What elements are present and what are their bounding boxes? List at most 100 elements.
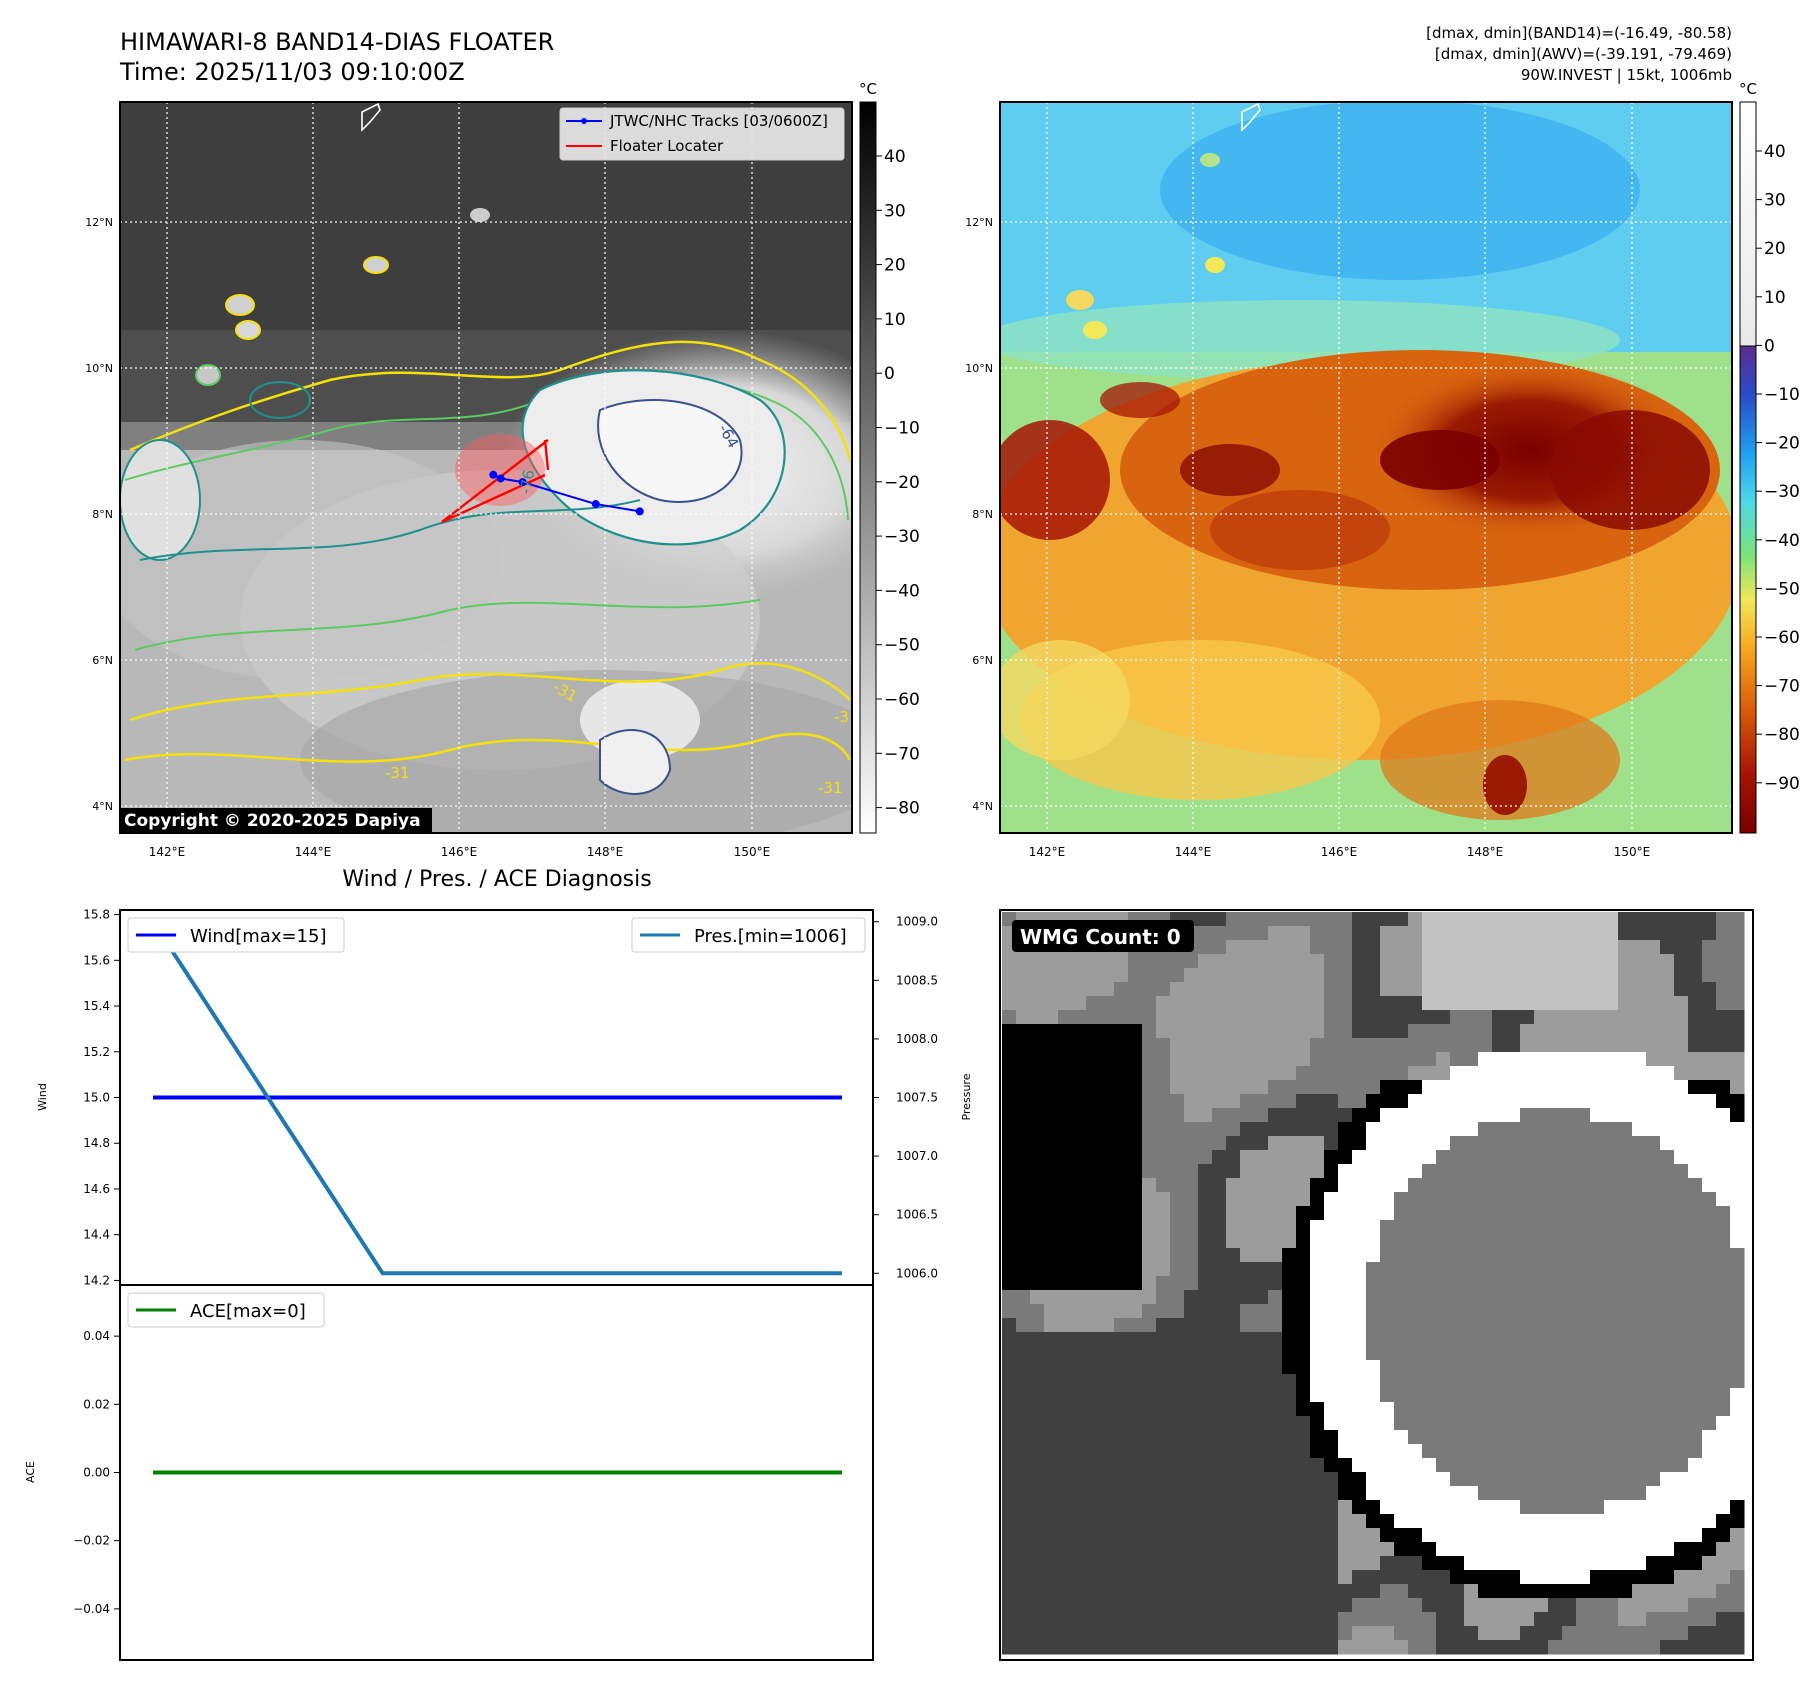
ir-map-legend: JTWC/NHC Tracks [03/0600Z] Floater Locat… <box>559 107 845 161</box>
lat-tick: 4°N <box>972 800 993 813</box>
colorbar-tick-label: −20 <box>1764 434 1800 454</box>
lon-tick: 148°E <box>587 845 624 859</box>
jtwc-track <box>489 470 644 516</box>
band14-minmax: [dmax, dmin](BAND14)=(-16.49, -80.58) <box>1426 24 1732 42</box>
colorbar-unit: °C <box>1739 80 1757 98</box>
pressure-tick-label: 1006.5 <box>896 1208 938 1222</box>
pressure-tick-label: 1006.0 <box>896 1266 938 1280</box>
wind-legend-label: Wind[max=15] <box>190 926 327 947</box>
colorbar-tick-label: −80 <box>884 799 920 819</box>
wind-tick-label: 15.0 <box>83 1091 110 1105</box>
wind-tick-label: 14.8 <box>83 1136 110 1150</box>
wind-tick-label: 14.2 <box>83 1273 110 1287</box>
wind-tick-label: 15.2 <box>83 1045 110 1059</box>
ace-tick-label: 0.00 <box>83 1466 110 1480</box>
pressure-tick-label: 1008.0 <box>896 1032 938 1046</box>
colorbar-tick-label: −70 <box>1764 677 1800 697</box>
colorbar-tick-label: −60 <box>884 690 920 710</box>
ace-tick-label: 0.04 <box>83 1329 110 1343</box>
colorbar-tick-label: −80 <box>1764 725 1800 745</box>
track-point <box>591 500 600 509</box>
ir-map-grid <box>120 102 852 833</box>
lat-tick: 8°N <box>972 508 993 521</box>
ir-colorbar: °C 40 30 20 10 0 −10 −20 −30 −40 −50 −60 −70 −80 <box>859 80 920 834</box>
wmg-count-label: WMG Count: 0 <box>1020 925 1181 949</box>
pressure-legend-label: Pres.[min=1006] <box>694 926 847 947</box>
contour-label: -76 <box>516 468 538 495</box>
colorbar-tick-label: 0 <box>884 364 895 384</box>
lat-tick: 12°N <box>85 216 113 229</box>
wmg-panel: WMG Count: 0 <box>999 909 1754 1661</box>
lat-tick: 10°N <box>85 362 113 375</box>
legend-track-label: JTWC/NHC Tracks [03/0600Z] <box>609 112 828 130</box>
awv-colorbar: °C 40 30 20 10 0 −10 −20 −30 −40 −50 −60 −70 −80 −90 <box>1739 80 1800 834</box>
colorbar-tick-label: 0 <box>1764 336 1775 356</box>
colorbar-tick-label: 40 <box>884 147 906 167</box>
colorbar-tick-label: −10 <box>1764 385 1800 405</box>
colorbar-tick-label: −10 <box>884 419 920 439</box>
colorbar-tick-label: 30 <box>884 201 906 221</box>
lat-tick: 6°N <box>92 654 113 667</box>
colorbar-tick-label: 10 <box>884 310 906 330</box>
track-point <box>635 507 644 516</box>
lat-tick: 4°N <box>92 800 113 813</box>
track-point <box>489 470 498 479</box>
island-outline <box>361 102 381 132</box>
colorbar-tick-label: 20 <box>884 256 906 276</box>
colorbar-tick-label: −20 <box>884 473 920 493</box>
colorbar-tick-label: 20 <box>1764 239 1786 259</box>
ace-tick-label: −0.04 <box>73 1602 110 1616</box>
figure-time: Time: 2025/11/03 09:10:00Z <box>119 58 465 86</box>
lon-tick: 144°E <box>1175 845 1212 859</box>
lon-tick: 148°E <box>1467 845 1504 859</box>
contour-label: -31 <box>818 779 843 797</box>
wind-axis-label: Wind <box>36 1083 49 1111</box>
lat-tick: 10°N <box>965 362 993 375</box>
wind-tick-label: 15.8 <box>83 908 110 922</box>
lon-tick: 146°E <box>441 845 478 859</box>
colorbar-tick-label: −60 <box>1764 628 1800 648</box>
contour-label: -31 <box>385 764 410 782</box>
ace-legend: ACE[max=0] <box>127 1292 325 1328</box>
colorbar-tick-label: 30 <box>1764 191 1786 211</box>
wind-tick-label: 15.4 <box>83 999 110 1013</box>
pressure-legend: Pres.[min=1006] <box>631 917 866 953</box>
colorbar-tick-label: −30 <box>884 527 920 547</box>
lat-tick: 8°N <box>92 508 113 521</box>
awv-minmax: [dmax, dmin](AWV)=(-39.191, -79.469) <box>1435 45 1732 63</box>
legend-floater-label: Floater Locater <box>610 137 724 155</box>
colorbar-tick-label: 10 <box>1764 288 1786 308</box>
colorbar-unit: °C <box>859 80 877 98</box>
figure-title: HIMAWARI-8 BAND14-DIAS FLOATER <box>120 28 554 56</box>
diagnosis-panel: Wind / Pres. / ACE Diagnosis Wind Pressu… <box>24 867 973 1661</box>
wind-tick-label: 14.6 <box>83 1182 110 1196</box>
colorbar-tick-label: −50 <box>884 636 920 656</box>
lat-tick: 6°N <box>972 654 993 667</box>
floater-locater-line <box>543 439 550 471</box>
pressure-tick-label: 1008.5 <box>896 973 938 987</box>
wind-legend: Wind[max=15] <box>127 917 345 953</box>
ace-tick-label: −0.02 <box>73 1534 110 1548</box>
floater-locater-line <box>441 439 549 523</box>
lon-tick: 150°E <box>1614 845 1651 859</box>
ace-legend-label: ACE[max=0] <box>190 1301 306 1322</box>
lon-tick: 150°E <box>734 845 771 859</box>
colorbar-tick-label: −50 <box>1764 579 1800 599</box>
colorbar-tick-label: −70 <box>884 744 920 764</box>
ace-axis-label: ACE <box>24 1461 37 1483</box>
colorbar-tick-label: −30 <box>1764 482 1800 502</box>
lat-tick: 12°N <box>965 216 993 229</box>
wind-tick-label: 14.4 <box>83 1228 110 1242</box>
contour-label: -31 <box>834 708 859 726</box>
pressure-axis-label: Pressure <box>960 1073 973 1120</box>
lon-tick: 142°E <box>1029 845 1066 859</box>
colorbar-tick-label: 40 <box>1764 142 1786 162</box>
colorbar-tick-label: −90 <box>1764 774 1800 794</box>
storm-info: 90W.INVEST | 15kt, 1006mb <box>1521 66 1732 84</box>
pressure-tick-label: 1007.0 <box>896 1149 938 1163</box>
pressure-series-line <box>151 920 842 1276</box>
awv-map-panel: 12°N 10°N 8°N 6°N 4°N 142°E 144°E 146°E … <box>965 101 1733 859</box>
colorbar-tick-label: −40 <box>1764 531 1800 551</box>
ir-map-panel: -64 -76 -31 -31 -31 -31 JTWC/NHC Tracks … <box>85 101 859 859</box>
